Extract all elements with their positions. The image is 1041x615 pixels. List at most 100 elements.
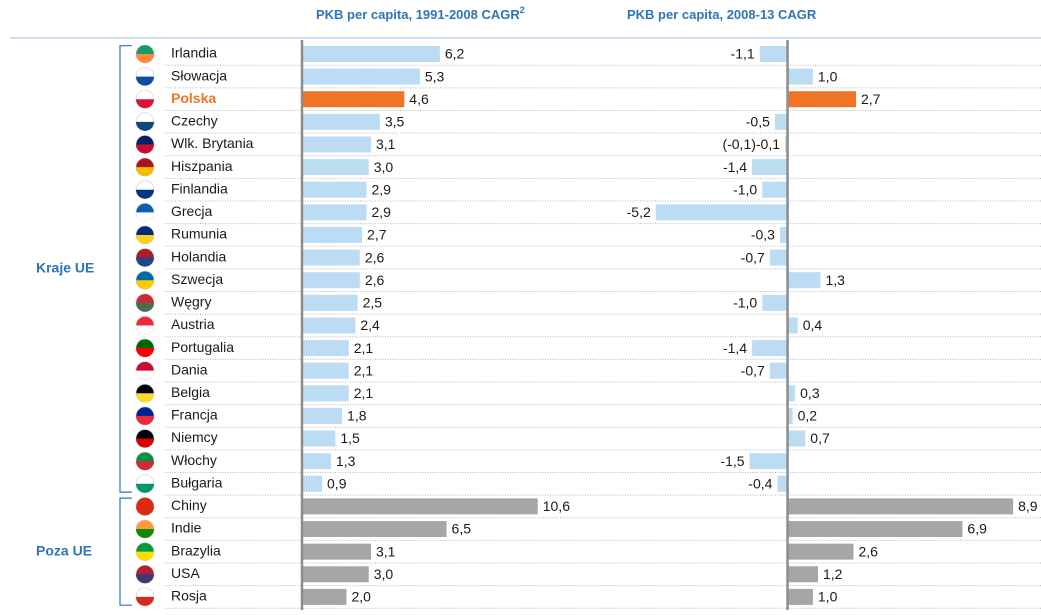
value-label: 1,3 — [336, 453, 356, 469]
value-label: 1,3 — [826, 272, 846, 288]
flag — [136, 461, 154, 471]
bar — [302, 272, 360, 289]
category-label: Chiny — [171, 497, 207, 513]
value-label: 2,6 — [858, 543, 878, 559]
category-label: Wlk. Brytania — [171, 135, 254, 151]
flag — [136, 121, 154, 131]
flag — [136, 348, 154, 358]
value-label: 2,1 — [354, 362, 374, 378]
category-label: Włochy — [171, 452, 217, 468]
category-label: Polska — [171, 90, 216, 106]
bar — [302, 407, 343, 424]
bar — [762, 294, 788, 311]
category-label: Słowacja — [171, 67, 227, 83]
flag — [136, 370, 154, 380]
category-label: Bułgaria — [171, 474, 223, 490]
bar — [752, 159, 788, 176]
value-label: 2,1 — [354, 340, 374, 356]
category-label: Austria — [171, 316, 215, 332]
category-label: USA — [171, 565, 200, 581]
category-label: Irlandia — [171, 45, 217, 61]
value-label: 2,4 — [360, 317, 380, 333]
flag — [136, 574, 154, 584]
flag — [136, 415, 154, 425]
category-label: Holandia — [171, 248, 226, 264]
bar — [302, 68, 420, 85]
value-label: 4,6 — [409, 91, 429, 107]
flag — [136, 393, 154, 403]
value-label: 3,0 — [374, 566, 394, 582]
value-label: 2,7 — [367, 227, 387, 243]
value-label: -1,5 — [720, 453, 744, 469]
value-label: 1,0 — [818, 68, 838, 84]
flag — [136, 212, 154, 222]
flag — [136, 234, 154, 244]
value-label: 3,5 — [385, 114, 405, 130]
bar — [785, 136, 788, 153]
bar — [769, 362, 788, 379]
value-label: 6,9 — [967, 521, 987, 537]
value-label: 0,2 — [798, 408, 818, 424]
category-label: Francja — [171, 407, 218, 423]
flag — [136, 99, 154, 109]
value-label: (-0,1)-0,1 — [722, 136, 780, 152]
value-label: -1,4 — [723, 340, 747, 356]
category-label: Portugalia — [171, 339, 234, 355]
bar — [787, 385, 796, 402]
value-label: -0,7 — [741, 249, 765, 265]
value-label: 3,1 — [376, 543, 396, 559]
value-label: 10,6 — [543, 498, 570, 514]
value-label: 2,9 — [371, 204, 391, 220]
flag — [136, 144, 154, 154]
value-label: 3,1 — [376, 136, 396, 152]
bar — [302, 340, 349, 357]
flag — [136, 167, 154, 177]
value-label: -1,4 — [723, 159, 747, 175]
flag — [136, 280, 154, 290]
category-label: Rosja — [171, 588, 207, 604]
value-label: 2,7 — [861, 91, 881, 107]
bar — [749, 453, 788, 470]
bar — [787, 272, 821, 289]
value-label: -0,5 — [746, 114, 770, 130]
flag — [136, 551, 154, 561]
bar — [302, 204, 367, 221]
value-label: -0,3 — [751, 227, 775, 243]
bar — [655, 204, 788, 221]
value-label: 0,9 — [327, 475, 347, 491]
bar — [787, 566, 818, 583]
bar — [787, 521, 963, 538]
value-label: -0,7 — [741, 362, 765, 378]
group-bracket — [119, 45, 132, 493]
group-label: Kraje UE — [36, 260, 94, 276]
flag — [136, 302, 154, 312]
bar — [302, 181, 367, 198]
bar — [302, 588, 347, 605]
bar — [302, 226, 363, 243]
flag — [136, 529, 154, 539]
bar — [787, 407, 793, 424]
value-label: 1,2 — [823, 566, 843, 582]
value-label: 0,4 — [803, 317, 823, 333]
bar — [302, 294, 358, 311]
bar — [787, 498, 1014, 515]
value-label: 0,7 — [810, 430, 830, 446]
bar — [762, 181, 788, 198]
bar — [787, 91, 856, 108]
bar — [302, 475, 323, 492]
flag — [136, 596, 154, 606]
value-label: 2,5 — [363, 295, 383, 311]
value-label: -5,2 — [627, 204, 651, 220]
value-label: 1,0 — [818, 589, 838, 605]
group-label: Poza UE — [36, 542, 92, 558]
flag — [136, 76, 154, 86]
bar — [787, 588, 813, 605]
category-label: Dania — [171, 361, 208, 377]
value-label: -1,0 — [733, 295, 757, 311]
bar — [769, 249, 788, 266]
bar — [302, 430, 336, 447]
bar — [787, 68, 813, 85]
bar — [777, 475, 788, 492]
bar — [302, 249, 360, 266]
